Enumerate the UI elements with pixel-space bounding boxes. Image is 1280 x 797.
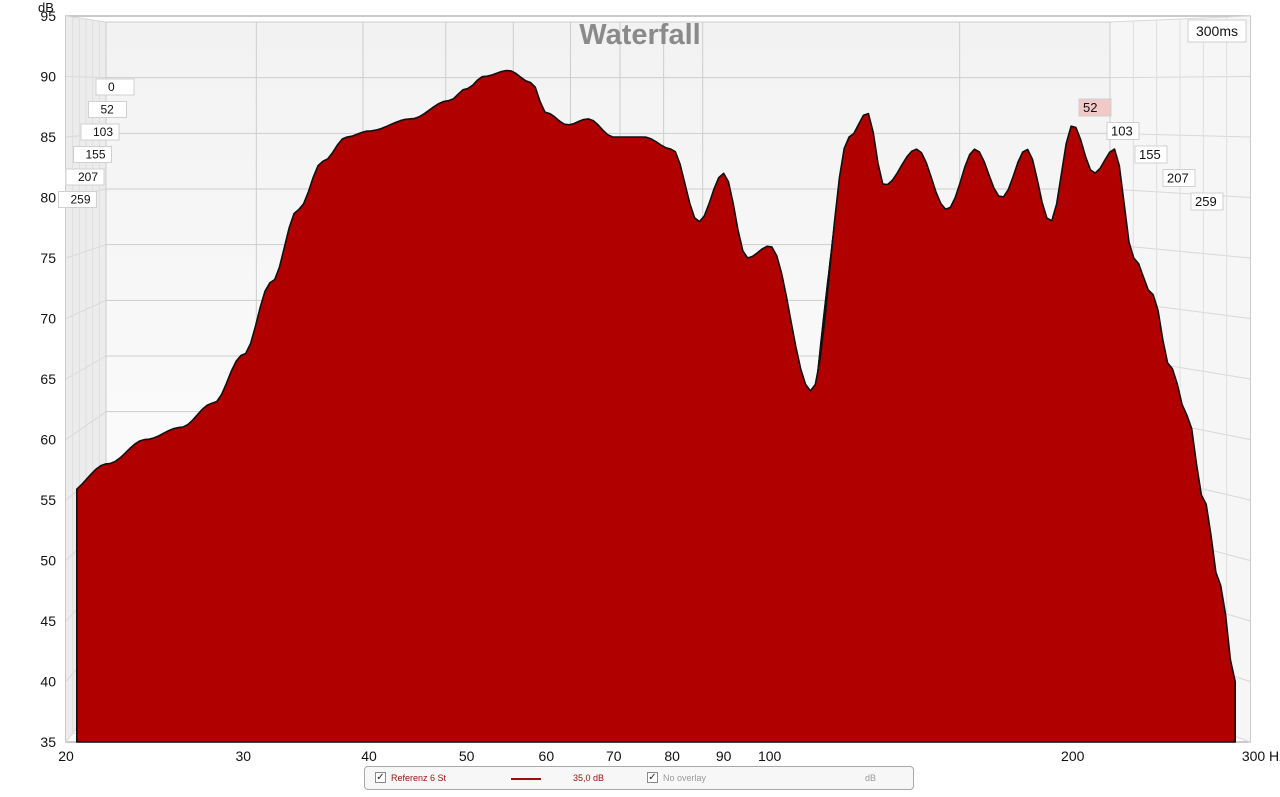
x-tick-label: 20	[58, 748, 74, 764]
time-label-box	[88, 101, 127, 118]
measurement-line-swatch	[511, 778, 541, 780]
time-label-box	[73, 146, 112, 163]
time-window-box: 300ms	[1187, 19, 1247, 43]
time-label-box	[65, 168, 105, 186]
y-tick-label: 80	[40, 190, 56, 206]
y-tick-label: 85	[40, 129, 56, 145]
x-tick-label: 90	[716, 748, 732, 764]
x-tick-label: 50	[459, 748, 475, 764]
time-label-left: 103	[93, 125, 113, 139]
time-label-right: 103	[1111, 124, 1133, 139]
waterfall-slice	[76, 69, 1236, 743]
time-window-label: 300ms	[1196, 23, 1238, 39]
time-label-box	[95, 78, 135, 96]
y-tick-label: 75	[40, 250, 56, 266]
overlay-label: No overlay	[663, 773, 707, 783]
y-tick-label: 90	[40, 69, 56, 85]
measurement-level: 35,0 dB	[573, 773, 605, 783]
time-label-right: 259	[1195, 194, 1217, 209]
axes: 35 40 45 50 55 60 65 70 75 80 85 90 95 20 30 40 50 60 70 80…	[40, 8, 1280, 764]
y-tick-label: 95	[40, 8, 56, 24]
x-tick-label: 300 Hz	[1242, 748, 1280, 764]
y-axis-label: dB	[38, 0, 54, 15]
y-tick-label: 35	[40, 734, 56, 750]
time-label-right: 155	[1139, 147, 1161, 162]
time-label-box	[58, 191, 97, 208]
time-label-right: 207	[1167, 171, 1189, 186]
chart-title: Waterfall	[579, 19, 700, 51]
y-tick-label: 70	[40, 311, 56, 327]
y-tick-label: 65	[40, 371, 56, 387]
time-label-box	[80, 123, 120, 141]
time-label-box	[1190, 192, 1224, 211]
overlay-checkbox[interactable]: ✓	[647, 772, 658, 783]
time-label-left: 52	[101, 103, 115, 117]
x-tick-label: 40	[361, 748, 377, 764]
y-tick-label: 40	[40, 674, 56, 690]
time-label-left: 155	[86, 148, 106, 162]
time-label-box	[1134, 145, 1168, 164]
time-label-left: 259	[71, 193, 91, 207]
time-label-left: 207	[78, 170, 98, 184]
y-tick-label: 50	[40, 553, 56, 569]
x-tick-label: 60	[539, 748, 555, 764]
measurement-name: Referenz 6 St	[391, 773, 447, 783]
x-tick-label: 80	[664, 748, 680, 764]
y-tick-label: 45	[40, 613, 56, 629]
y-tick-label: 60	[40, 432, 56, 448]
legend-bar: ✓ Referenz 6 St 35,0 dB ✓ No overlay dB	[364, 766, 914, 790]
time-label-right: 52	[1083, 100, 1097, 115]
time-label-box	[1162, 169, 1196, 187]
x-tick-label: 70	[606, 748, 622, 764]
time-label-box	[1078, 98, 1112, 117]
time-label-box	[1106, 122, 1140, 140]
time-label-left: 0	[108, 80, 115, 94]
y-tick-label: 55	[40, 492, 56, 508]
x-tick-label: 30	[235, 748, 251, 764]
waterfall-slices	[76, 69, 1236, 743]
x-tick-label: 200	[1061, 748, 1085, 764]
measurement-checkbox[interactable]: ✓	[375, 772, 386, 783]
legend-unit: dB	[865, 773, 877, 783]
x-tick-label: 100	[758, 748, 782, 764]
